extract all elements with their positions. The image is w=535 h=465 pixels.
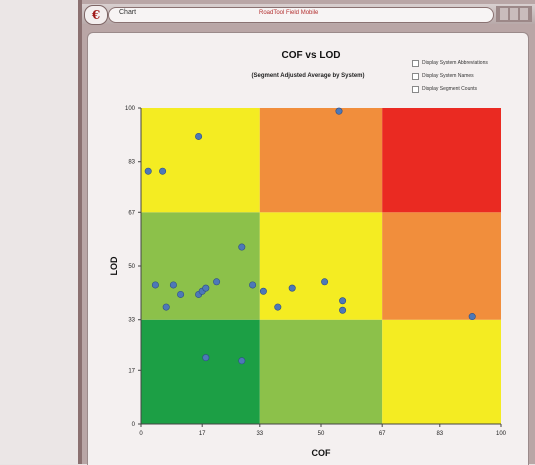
data-point[interactable] [169,281,177,289]
quadrant-zones [141,108,501,424]
data-point[interactable] [177,290,185,298]
data-point[interactable] [259,287,267,295]
y-tick-label: 33 [128,318,135,324]
data-point[interactable] [213,278,221,286]
window-controls[interactable] [496,6,532,22]
zone-yellow [382,319,501,424]
window-title: RoadTool Field Mobile [259,10,319,16]
data-point[interactable] [335,107,343,115]
data-point[interactable] [249,281,257,289]
data-points [144,107,476,365]
data-point[interactable] [159,167,167,175]
zone-orange [382,212,501,320]
chart-subtitle: (Segment Adjusted Average by System) [251,73,364,79]
x-axis-label: COF [312,448,332,458]
tick-labels: 0 17 33 50 67 83 100 0 17 33 50 67 83 100 [125,106,507,437]
y-tick-label: 67 [128,210,135,216]
zone-orange [259,108,383,213]
x-tick-label: 33 [256,431,263,437]
title-bar: € Chart RoadTool Field Mobile [82,4,535,25]
tab-chart-label: Chart [119,9,137,16]
data-point[interactable] [238,243,246,251]
x-tick-label: 17 [199,431,206,437]
x-tick-label: 100 [496,431,507,437]
checkbox[interactable] [412,73,419,80]
window-control-icon[interactable] [520,8,528,20]
data-point[interactable] [238,357,246,365]
y-tick-label: 83 [128,160,135,166]
data-point[interactable] [151,281,159,289]
data-point[interactable] [144,167,152,175]
zone-green-dark [141,319,260,424]
window-control-icon[interactable] [500,8,508,20]
data-point[interactable] [202,354,210,362]
x-tick-label: 50 [318,431,325,437]
y-tick-label: 0 [132,422,136,428]
window-control-icon[interactable] [510,8,518,20]
zone-red [382,108,501,213]
option-label: Display System Abbreviations [422,60,488,66]
data-point[interactable] [339,306,347,314]
left-margin [0,0,78,464]
data-point[interactable] [288,284,296,292]
zone-yellow [259,212,383,320]
zone-green-light [141,212,260,320]
x-tick-label: 0 [139,431,143,437]
option-label: Display System Names [422,73,474,79]
data-point[interactable] [339,297,347,305]
chart-title: COF vs LOD [282,50,341,61]
data-point[interactable] [274,303,282,311]
data-point[interactable] [468,313,476,321]
tab-chart[interactable]: Chart RoadTool Field Mobile [108,7,494,23]
data-point[interactable] [162,303,170,311]
data-point[interactable] [321,278,329,286]
option-label: Display Segment Counts [422,86,478,92]
data-point[interactable] [195,132,203,140]
zone-yellow [141,108,260,213]
y-tick-label: 50 [128,264,135,270]
x-tick-label: 83 [436,431,443,437]
checkbox[interactable] [412,86,419,93]
y-tick-label: 17 [128,368,135,374]
y-axis-label: LOD [109,256,119,275]
data-point[interactable] [202,284,210,292]
checkbox[interactable] [412,60,419,67]
app-logo-icon[interactable]: € [84,5,108,25]
y-tick-label: 100 [125,106,136,112]
zone-green-light [259,319,383,424]
x-tick-label: 67 [379,431,386,437]
